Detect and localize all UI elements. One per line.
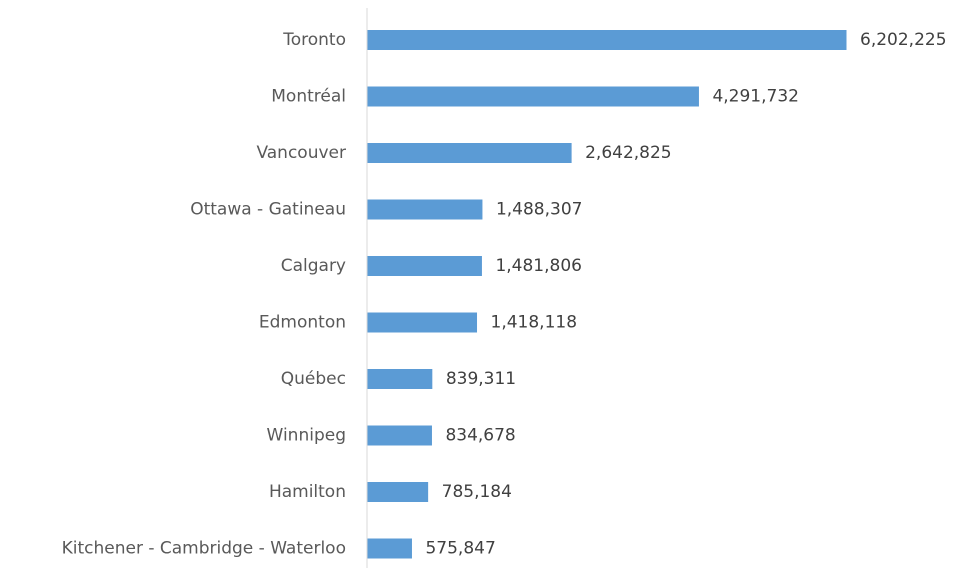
category-label-7: Winnipeg	[267, 426, 346, 446]
bar-1	[367, 86, 699, 107]
bar-8	[367, 482, 429, 502]
category-label-0: Toronto	[282, 30, 346, 50]
data-label-7: 834,678	[445, 426, 515, 446]
bar-3	[367, 199, 483, 220]
bars-group	[367, 30, 847, 559]
bar-9	[367, 538, 412, 559]
value-labels-group: 6,202,225 4,291,732 2,642,825 1,488,307 1,48…	[425, 30, 946, 559]
bar-4	[367, 256, 482, 276]
data-label-5: 1,418,118	[491, 313, 578, 333]
data-label-2: 2,642,825	[585, 143, 672, 163]
data-label-4: 1,481,806	[495, 256, 582, 276]
bar-0	[367, 30, 847, 50]
data-label-3: 1,488,307	[496, 200, 583, 220]
category-label-4: Calgary	[281, 256, 346, 276]
bar-7	[367, 425, 432, 446]
category-label-1: Montréal	[271, 87, 346, 107]
bar-6	[367, 369, 433, 389]
bar-5	[367, 312, 478, 333]
data-label-6: 839,311	[446, 369, 516, 389]
category-labels-group: Toronto Montréal Vancouver Ottawa - Gatinea…	[62, 30, 346, 559]
data-label-1: 4,291,732	[712, 87, 799, 107]
category-label-3: Ottawa - Gatineau	[190, 200, 346, 220]
category-label-2: Vancouver	[256, 143, 346, 163]
data-label-9: 575,847	[425, 539, 495, 559]
category-label-9: Kitchener - Cambridge - Waterloo	[62, 539, 346, 559]
category-label-6: Québec	[281, 369, 346, 389]
category-label-8: Hamilton	[269, 482, 346, 502]
data-label-8: 785,184	[442, 482, 512, 502]
data-label-0: 6,202,225	[860, 30, 947, 50]
bar-2	[367, 143, 572, 163]
category-label-5: Edmonton	[259, 313, 346, 333]
